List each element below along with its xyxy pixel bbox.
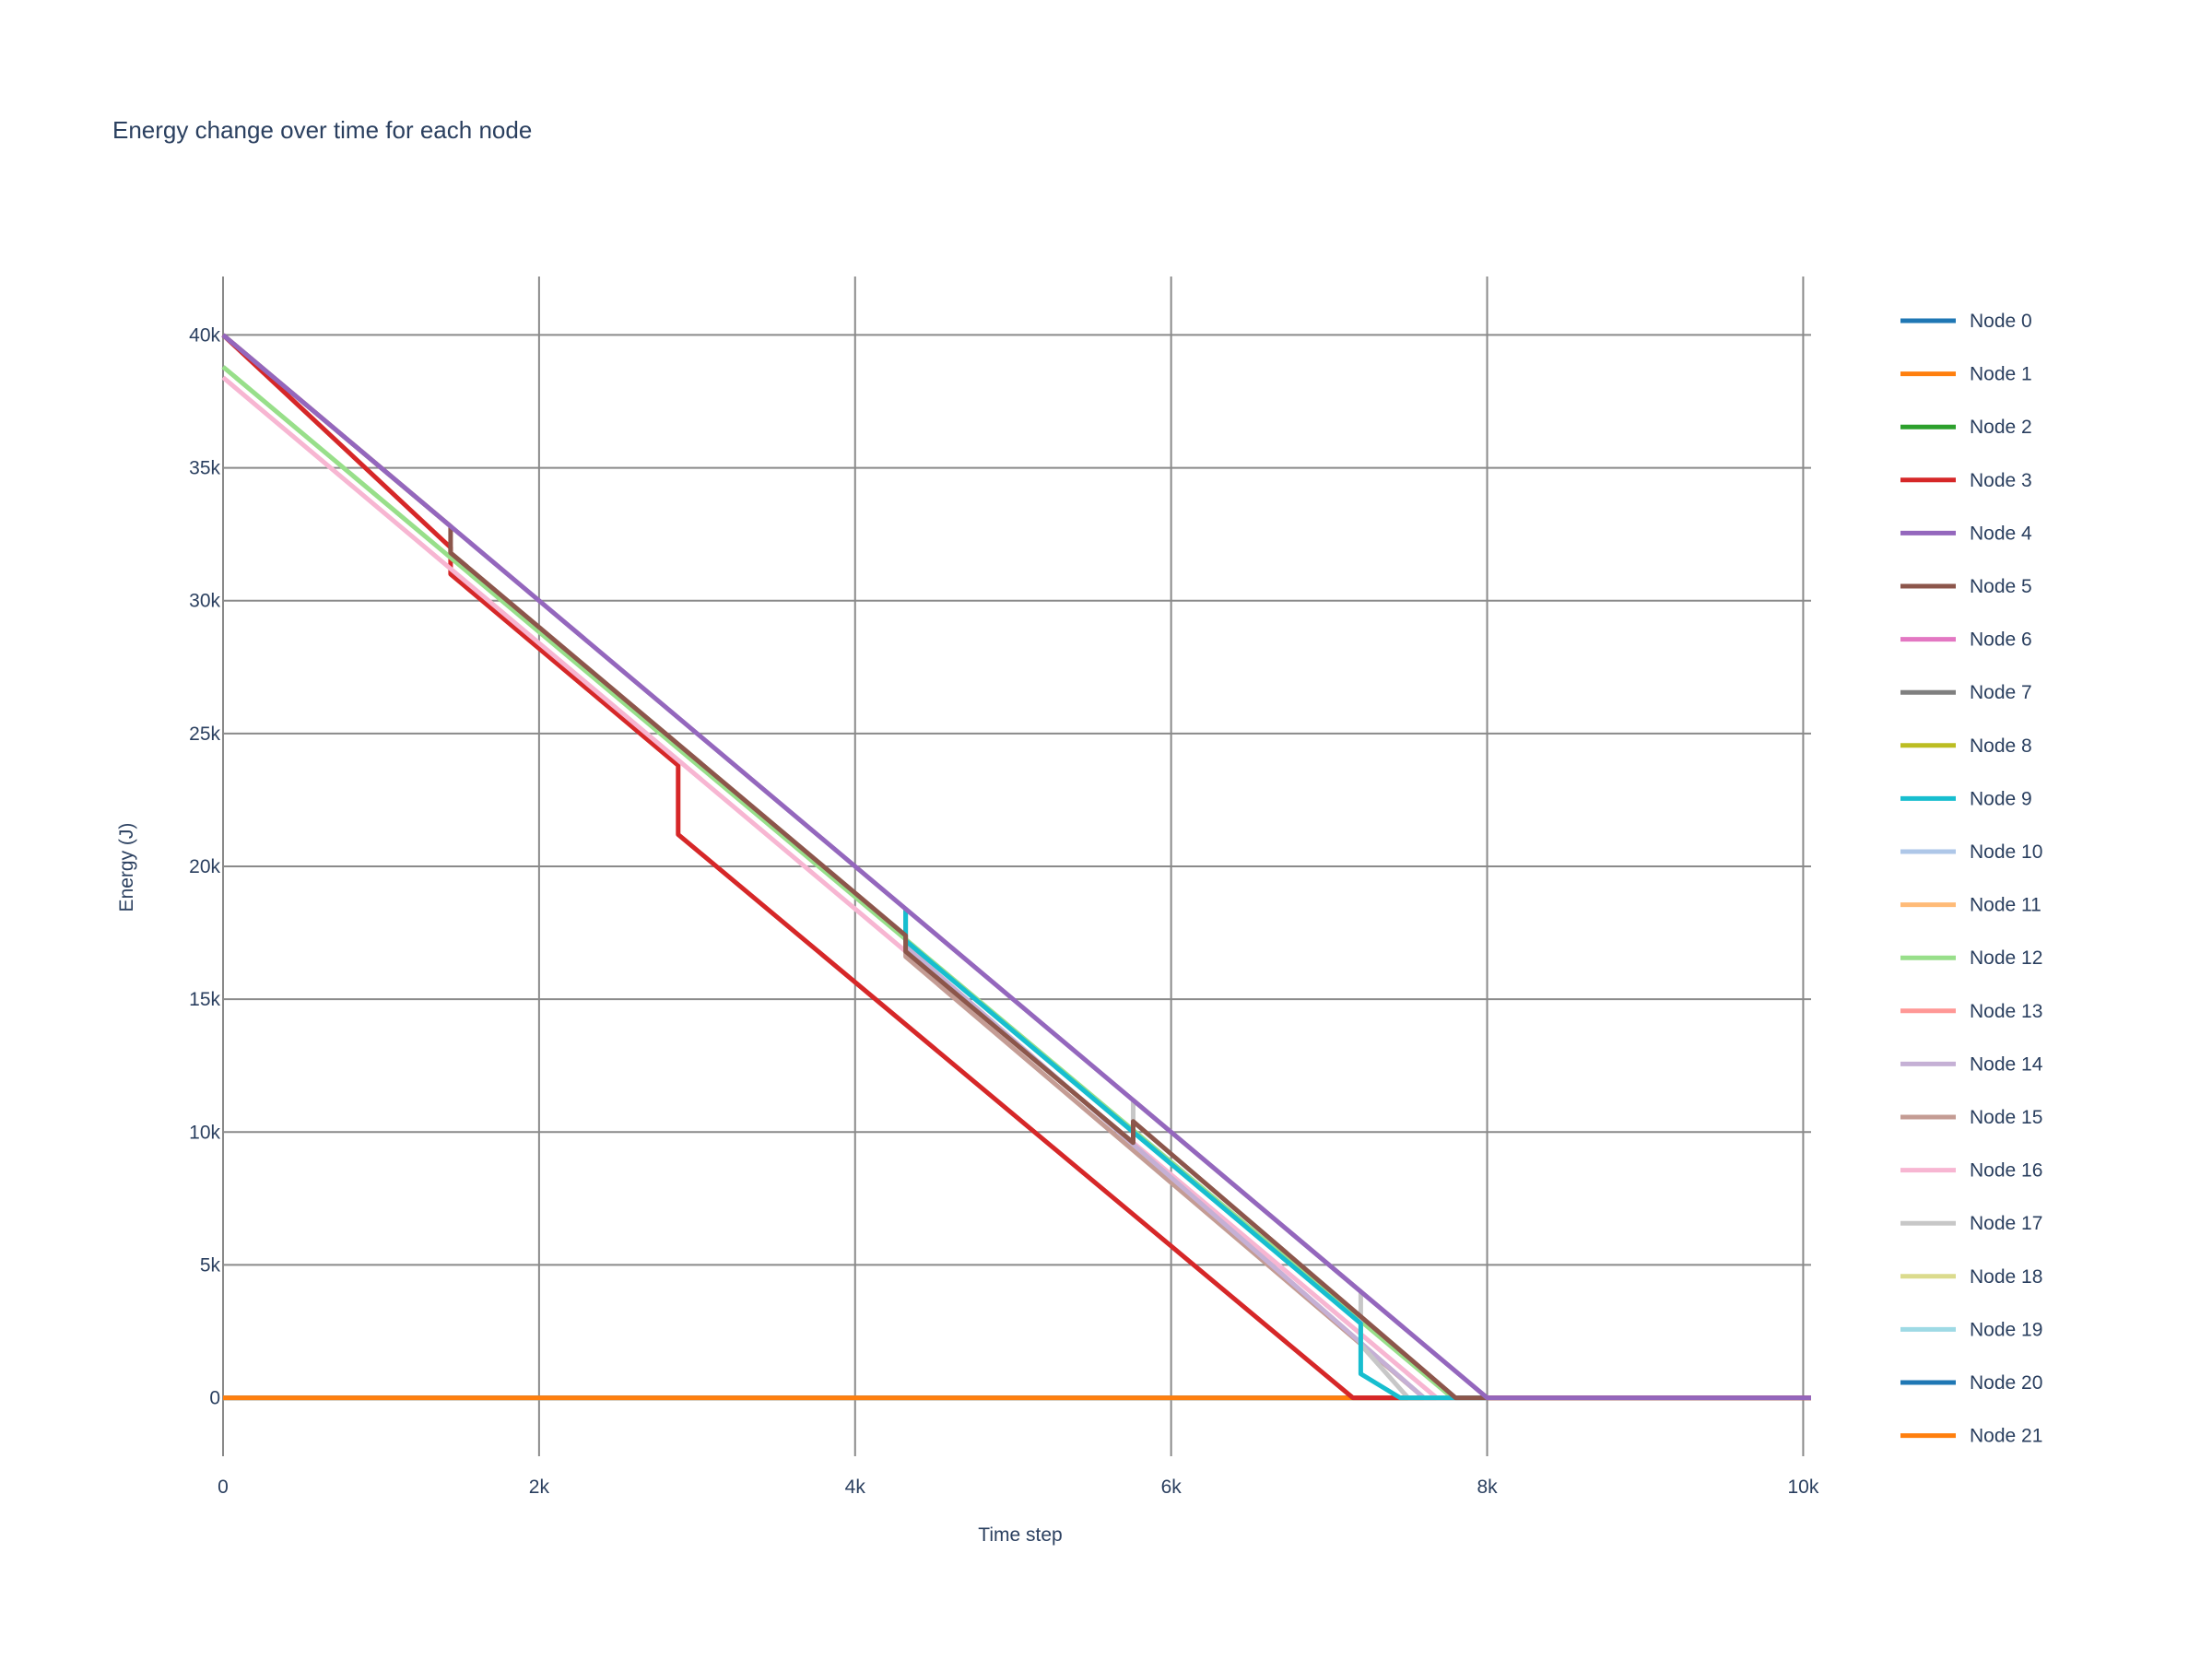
y-tick-label: 35k xyxy=(189,458,220,479)
legend-item[interactable]: Node 8 xyxy=(1900,735,2032,757)
legend-item[interactable]: Node 2 xyxy=(1900,417,2032,438)
legend-label: Node 1 xyxy=(1970,364,2032,385)
legend-item[interactable]: Node 6 xyxy=(1900,629,2032,651)
legend-label: Node 20 xyxy=(1970,1372,2042,1394)
y-axis-title: Energy (J) xyxy=(116,823,137,912)
y-tick-label: 5k xyxy=(200,1254,221,1276)
legend-item[interactable]: Node 19 xyxy=(1900,1319,2042,1340)
legend-label: Node 2 xyxy=(1970,417,2032,438)
legend-label: Node 21 xyxy=(1970,1426,2042,1447)
legend-label: Node 9 xyxy=(1970,788,2032,809)
legend-label: Node 8 xyxy=(1970,735,2032,757)
x-tick-label: 4k xyxy=(845,1477,866,1498)
y-tick-label: 10k xyxy=(189,1122,220,1143)
legend-item[interactable]: Node 14 xyxy=(1900,1053,2043,1075)
legend-item[interactable]: Node 13 xyxy=(1900,1001,2042,1022)
y-tick-label: 15k xyxy=(189,989,220,1010)
legend-label: Node 11 xyxy=(1970,895,2041,916)
legend-item[interactable]: Node 5 xyxy=(1900,576,2032,597)
legend-item[interactable]: Node 17 xyxy=(1900,1213,2042,1234)
x-tick-label: 8k xyxy=(1477,1477,1498,1498)
x-tick-label: 0 xyxy=(218,1477,229,1498)
legend-item[interactable]: Node 21 xyxy=(1900,1426,2042,1447)
legend-item[interactable]: Node 9 xyxy=(1900,788,2032,809)
legend-label: Node 4 xyxy=(1970,523,2032,544)
legend-label: Node 10 xyxy=(1970,841,2042,863)
series-line-node-5 xyxy=(221,333,1488,1401)
series-layer xyxy=(221,333,1811,1401)
legend-label: Node 14 xyxy=(1970,1053,2043,1075)
legend-item[interactable]: Node 11 xyxy=(1900,895,2041,916)
legend-item[interactable]: Node 0 xyxy=(1900,311,2032,332)
legend-item[interactable]: Node 3 xyxy=(1900,470,2032,491)
y-tick-label: 40k xyxy=(189,324,220,346)
x-axis-title: Time step xyxy=(978,1524,1062,1546)
legend-label: Node 17 xyxy=(1970,1213,2042,1234)
legend-item[interactable]: Node 12 xyxy=(1900,947,2042,969)
legend-item[interactable]: Node 10 xyxy=(1900,841,2042,863)
x-tick-label: 10k xyxy=(1787,1477,1818,1498)
legend-label: Node 18 xyxy=(1970,1266,2042,1288)
legend-item[interactable]: Node 4 xyxy=(1900,523,2032,544)
legend-label: Node 12 xyxy=(1970,947,2042,969)
legend-item[interactable]: Node 15 xyxy=(1900,1107,2042,1128)
legend-item[interactable]: Node 1 xyxy=(1900,364,2032,385)
chart-title: Energy change over time for each node xyxy=(112,116,532,144)
legend-item[interactable]: Node 18 xyxy=(1900,1266,2042,1288)
legend-label: Node 5 xyxy=(1970,576,2032,597)
legend: Node 0 Node 1 Node 2 Node 3 Node 4 Node 5 Node… xyxy=(1900,311,2043,1447)
x-tick-label: 6k xyxy=(1161,1477,1182,1498)
x-tick-label: 2k xyxy=(529,1477,550,1498)
legend-label: Node 0 xyxy=(1970,311,2032,332)
y-tick-label: 0 xyxy=(209,1388,220,1409)
legend-label: Node 15 xyxy=(1970,1107,2042,1128)
legend-label: Node 7 xyxy=(1970,682,2032,703)
legend-label: Node 16 xyxy=(1970,1160,2042,1182)
legend-item[interactable]: Node 7 xyxy=(1900,682,2032,703)
x-tick-labels: 0 2k 4k 6k 8k 10k xyxy=(218,1477,1819,1498)
y-tick-labels: 0 5k 10k 15k 20k 25k 30k 35k 40k xyxy=(189,324,220,1408)
legend-item[interactable]: Node 20 xyxy=(1900,1372,2042,1394)
y-tick-label: 20k xyxy=(189,856,220,877)
legend-label: Node 19 xyxy=(1970,1319,2042,1340)
legend-item[interactable]: Node 16 xyxy=(1900,1160,2042,1182)
legend-label: Node 6 xyxy=(1970,629,2032,651)
legend-label: Node 13 xyxy=(1970,1001,2042,1022)
y-tick-label: 30k xyxy=(189,591,220,612)
y-tick-label: 25k xyxy=(189,724,220,745)
series-line-node-4 xyxy=(221,333,1811,1401)
legend-label: Node 3 xyxy=(1970,470,2032,491)
